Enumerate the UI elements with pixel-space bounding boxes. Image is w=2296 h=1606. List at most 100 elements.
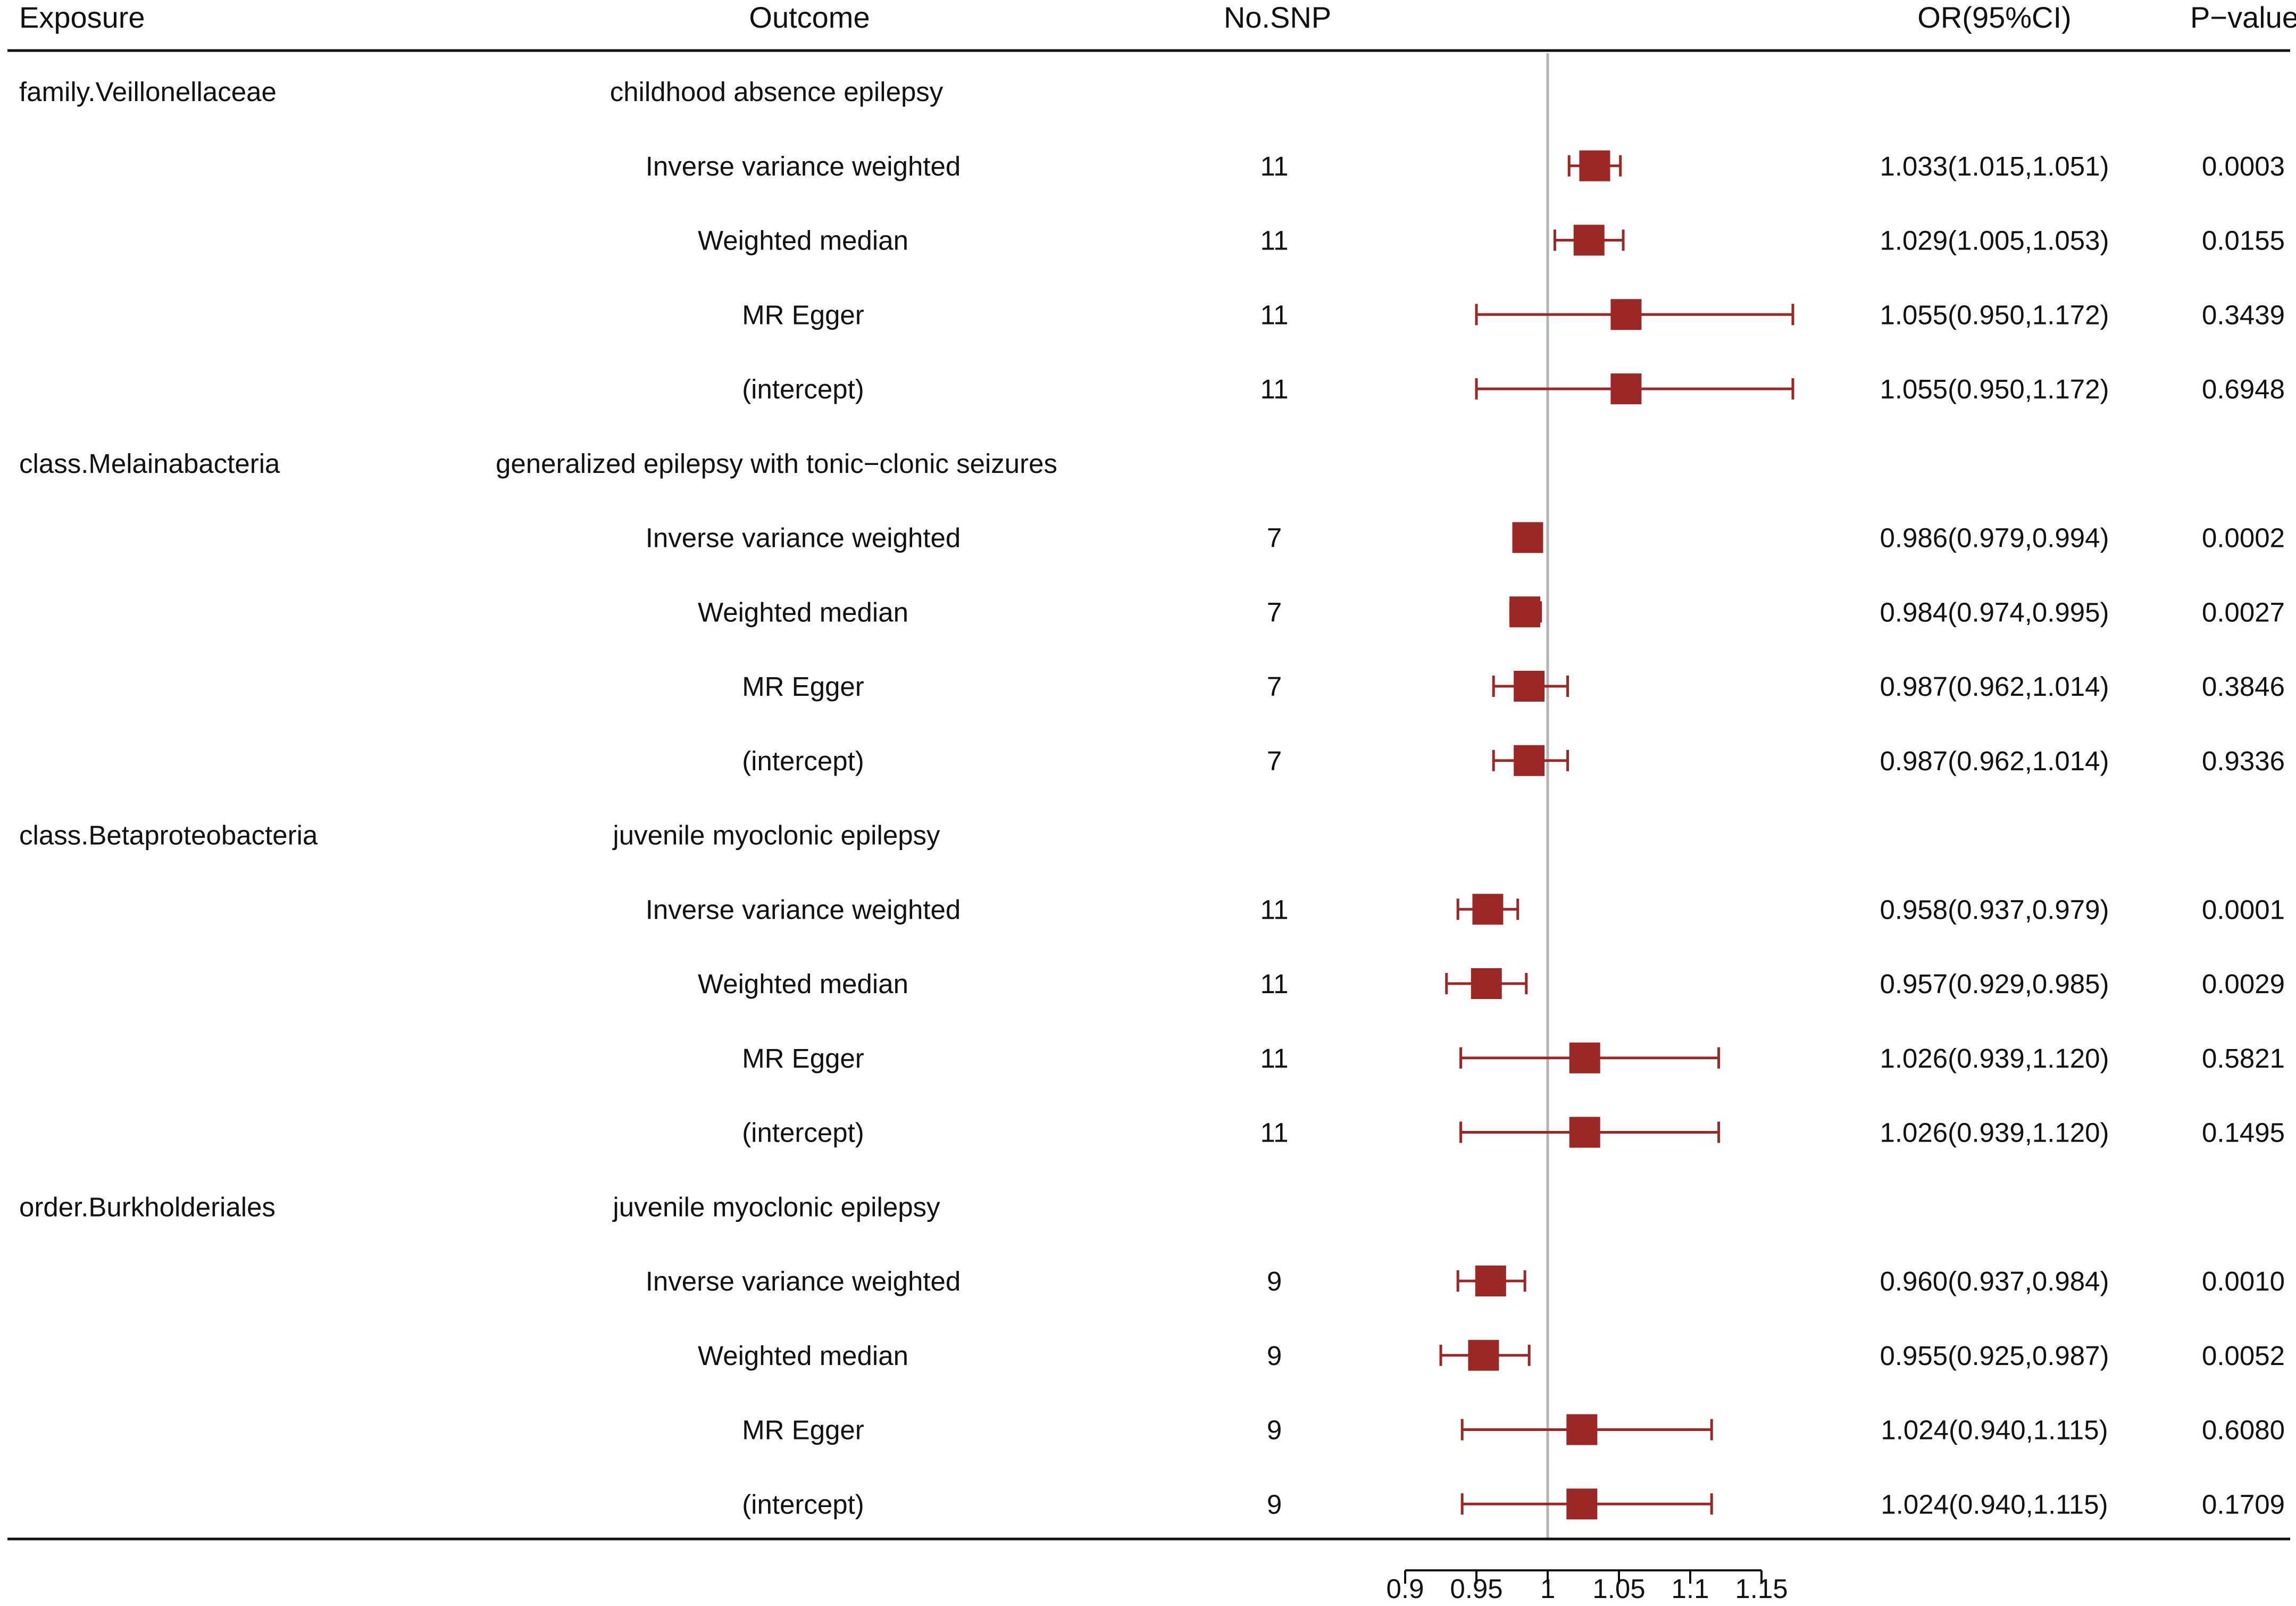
or-point-marker xyxy=(1509,596,1541,628)
or-point-marker xyxy=(1566,1488,1598,1520)
x-tick-label: 1.15 xyxy=(1735,1574,1788,1604)
method-label: Weighted median xyxy=(698,1341,908,1371)
or-ci-value: 1.055(0.950,1.172) xyxy=(1880,374,2109,404)
outcome-label: juvenile myoclonic epilepsy xyxy=(612,1192,940,1222)
x-tick-label: 1.05 xyxy=(1592,1574,1645,1604)
x-tick-label: 0.95 xyxy=(1450,1574,1502,1604)
p-value: 0.0027 xyxy=(2202,597,2285,627)
x-tick-label: 0.9 xyxy=(1387,1574,1424,1604)
or-point-marker xyxy=(1475,1266,1506,1296)
nsnp-value: 11 xyxy=(1260,374,1289,404)
or-ci-value: 1.055(0.950,1.172) xyxy=(1880,299,2109,330)
method-label: Weighted median xyxy=(698,597,908,627)
nsnp-value: 7 xyxy=(1267,746,1282,776)
or-ci-value: 1.033(1.015,1.051) xyxy=(1880,151,2109,181)
x-axis: 0.9 0.95 1 1.05 1.1 1.15 xyxy=(7,1537,2290,1604)
x-tick-label: 1 xyxy=(1540,1574,1555,1604)
method-label: Inverse variance weighted xyxy=(646,523,961,553)
nsnp-value: 11 xyxy=(1260,226,1289,256)
method-label: Inverse variance weighted xyxy=(646,894,961,925)
nsnp-value: 9 xyxy=(1267,1415,1282,1445)
exposure-label: family.Veillonellaceae xyxy=(19,77,277,107)
or-ci-value: 0.984(0.974,0.995) xyxy=(1880,597,2109,627)
nsnp-value: 11 xyxy=(1260,969,1289,999)
p-value: 0.6080 xyxy=(2202,1415,2285,1445)
or-point-marker xyxy=(1610,373,1642,404)
or-point-marker xyxy=(1569,1042,1600,1074)
exposure-label: class.Melainabacteria xyxy=(19,448,280,479)
p-value: 0.0010 xyxy=(2202,1266,2285,1296)
p-value: 0.0029 xyxy=(2202,969,2285,999)
or-point-marker xyxy=(1512,522,1543,553)
or-ci-value: 0.960(0.937,0.984) xyxy=(1880,1266,2109,1296)
or-ci-value: 0.987(0.962,1.014) xyxy=(1880,671,2109,702)
outcome-label: juvenile myoclonic epilepsy xyxy=(612,820,940,851)
x-tick-label: 1.1 xyxy=(1672,1574,1709,1604)
method-label: (intercept) xyxy=(742,374,864,404)
outcome-label: childhood absence epilepsy xyxy=(610,77,944,107)
p-value: 0.0052 xyxy=(2202,1341,2285,1371)
or-point-marker xyxy=(1514,671,1545,702)
p-value: 0.9336 xyxy=(2202,746,2285,776)
or-ci-value: 1.024(0.940,1.115) xyxy=(1881,1489,2108,1519)
or-point-marker xyxy=(1514,745,1545,776)
method-label: MR Egger xyxy=(742,1415,864,1445)
or-ci-value: 0.987(0.962,1.014) xyxy=(1880,746,2109,776)
method-label: MR Egger xyxy=(742,1043,864,1074)
or-point-marker xyxy=(1579,150,1610,181)
p-value: 0.6948 xyxy=(2202,374,2285,404)
nsnp-value: 7 xyxy=(1267,671,1282,702)
nsnp-value: 7 xyxy=(1267,523,1282,553)
or-point-marker xyxy=(1569,1117,1600,1148)
exposure-label: order.Burkholderiales xyxy=(19,1192,275,1222)
p-value: 0.0001 xyxy=(2202,894,2285,925)
or-point-marker xyxy=(1471,968,1502,999)
or-point-marker xyxy=(1468,1339,1499,1371)
method-label: Inverse variance weighted xyxy=(646,1266,961,1296)
or-ci-value: 0.955(0.925,0.987) xyxy=(1880,1341,2109,1371)
header-outcome: Outcome xyxy=(749,1,870,34)
or-point-marker xyxy=(1610,299,1642,330)
nsnp-value: 11 xyxy=(1260,1043,1289,1074)
nsnp-value: 11 xyxy=(1260,151,1289,181)
header-p-value: P−value xyxy=(2190,1,2296,34)
table-rows: family.Veillonellaceae childhood absence … xyxy=(19,77,2285,1519)
header-or-ci: OR(95%CI) xyxy=(1917,1,2071,34)
header-nsnp: No.SNP xyxy=(1224,1,1331,34)
nsnp-value: 7 xyxy=(1267,597,1282,627)
p-value: 0.5821 xyxy=(2202,1043,2285,1074)
p-value: 0.0003 xyxy=(2202,151,2285,181)
or-point-marker xyxy=(1573,224,1605,256)
or-ci-value: 1.026(0.939,1.120) xyxy=(1880,1043,2109,1074)
outcome-label: generalized epilepsy with tonic−clonic s… xyxy=(496,448,1057,479)
nsnp-value: 11 xyxy=(1260,1118,1289,1148)
exposure-label: class.Betaproteobacteria xyxy=(19,820,318,851)
method-label: Inverse variance weighted xyxy=(646,151,961,181)
method-label: MR Egger xyxy=(742,299,864,330)
or-point-marker xyxy=(1472,894,1504,925)
p-value: 0.1709 xyxy=(2202,1489,2285,1519)
or-ci-value: 1.024(0.940,1.115) xyxy=(1881,1415,2108,1445)
or-ci-value: 0.986(0.979,0.994) xyxy=(1880,523,2109,553)
p-value: 0.0155 xyxy=(2202,226,2285,256)
or-ci-value: 0.958(0.937,0.979) xyxy=(1880,894,2109,925)
method-label: Weighted median xyxy=(698,969,908,999)
p-value: 0.3846 xyxy=(2202,671,2285,702)
nsnp-value: 11 xyxy=(1260,894,1289,925)
method-label: MR Egger xyxy=(742,671,864,702)
nsnp-value: 9 xyxy=(1267,1266,1282,1296)
p-value: 0.3439 xyxy=(2202,299,2285,330)
method-label: (intercept) xyxy=(742,1118,864,1148)
or-ci-value: 0.957(0.929,0.985) xyxy=(1880,969,2109,999)
or-ci-value: 1.026(0.939,1.120) xyxy=(1880,1118,2109,1148)
method-label: (intercept) xyxy=(742,1489,864,1519)
or-ci-value: 1.029(1.005,1.053) xyxy=(1880,226,2109,256)
nsnp-value: 9 xyxy=(1267,1341,1282,1371)
method-label: Weighted median xyxy=(698,226,908,256)
p-value: 0.0002 xyxy=(2202,523,2285,553)
chart-marks xyxy=(1439,53,1794,1539)
or-point-marker xyxy=(1566,1414,1598,1445)
nsnp-value: 11 xyxy=(1260,299,1289,330)
nsnp-value: 9 xyxy=(1267,1489,1282,1519)
